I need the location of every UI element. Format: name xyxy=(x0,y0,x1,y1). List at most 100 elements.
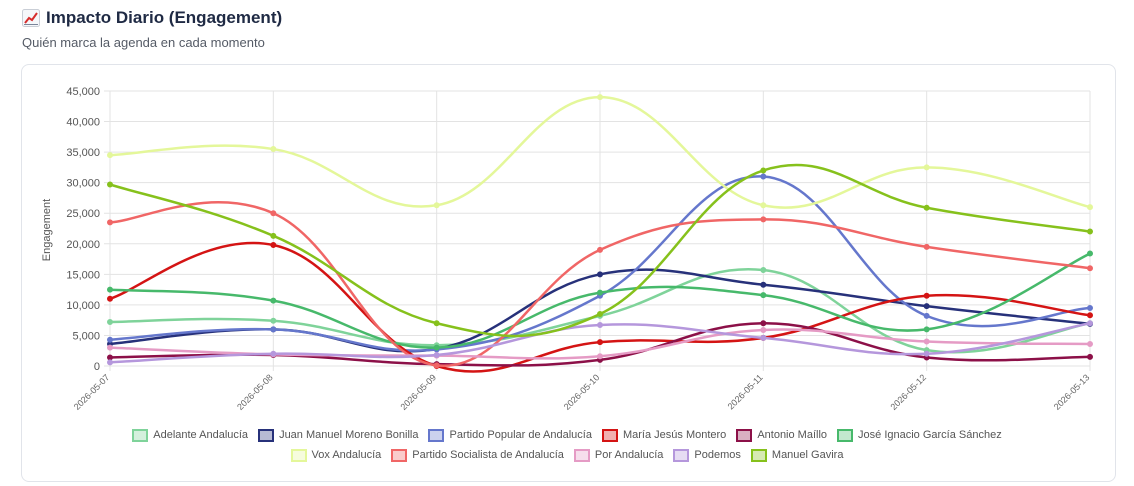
data-point[interactable] xyxy=(270,146,277,153)
legend-label: Juan Manuel Moreno Bonilla xyxy=(279,429,419,441)
data-point[interactable] xyxy=(107,152,113,159)
data-point[interactable] xyxy=(1087,341,1093,347)
chart-card xyxy=(21,64,1116,482)
legend-label: Por Andalucía xyxy=(594,449,664,461)
legend-swatch xyxy=(736,428,753,442)
data-point[interactable] xyxy=(433,352,440,358)
data-point[interactable] xyxy=(760,173,767,180)
legend-label: Partido Socialista de Andalucía xyxy=(412,449,564,461)
data-point[interactable] xyxy=(923,326,930,333)
legend-swatch xyxy=(391,448,408,462)
legend-swatch xyxy=(750,448,767,462)
chart-trend-up-icon xyxy=(22,9,40,27)
data-point[interactable] xyxy=(1087,312,1093,319)
legend-item[interactable]: Partido Popular de Andalucía xyxy=(428,425,592,445)
data-point[interactable] xyxy=(270,210,277,217)
data-point[interactable] xyxy=(760,292,767,299)
legend-item[interactable]: Manuel Gavira xyxy=(750,445,844,465)
data-point[interactable] xyxy=(923,350,930,357)
legend-swatch xyxy=(573,448,590,462)
data-point[interactable] xyxy=(597,246,603,253)
data-point[interactable] xyxy=(760,334,767,341)
y-axis-label: Engagement xyxy=(41,199,53,261)
y-tick-label: 0 xyxy=(94,361,100,373)
data-point[interactable] xyxy=(923,243,930,250)
legend-item[interactable]: Juan Manuel Moreno Bonilla xyxy=(258,425,418,445)
data-point[interactable] xyxy=(597,353,603,360)
legend-label: Manuel Gavira xyxy=(771,449,844,461)
data-point[interactable] xyxy=(433,344,440,351)
data-point[interactable] xyxy=(923,204,930,211)
data-point[interactable] xyxy=(760,167,767,174)
legend-item[interactable]: Antonio Maíllo xyxy=(736,425,827,445)
x-tick-label: 2026-05-11 xyxy=(726,372,765,411)
data-point[interactable] xyxy=(433,202,440,209)
data-point[interactable] xyxy=(107,286,113,293)
data-point[interactable] xyxy=(270,326,277,333)
data-point[interactable] xyxy=(760,202,767,209)
data-point[interactable] xyxy=(923,164,930,171)
data-point[interactable] xyxy=(1087,353,1093,360)
title-row: Impacto Diario (Engagement) xyxy=(22,4,282,32)
data-point[interactable] xyxy=(760,326,767,333)
legend-item[interactable]: Partido Socialista de Andalucía xyxy=(391,445,564,465)
x-tick-label: 2026-05-12 xyxy=(888,372,928,412)
legend-label: Vox Andalucía xyxy=(311,449,382,461)
data-point[interactable] xyxy=(1087,320,1093,327)
y-tick-label: 20,000 xyxy=(66,239,100,251)
series-9 xyxy=(107,320,1093,366)
data-point[interactable] xyxy=(597,271,603,278)
legend-item[interactable]: Vox Andalucía xyxy=(290,445,382,465)
data-point[interactable] xyxy=(923,312,930,319)
data-point[interactable] xyxy=(107,336,113,343)
page-subtitle: Quién marca la agenda en cada momento xyxy=(22,35,265,50)
data-point[interactable] xyxy=(107,359,113,366)
data-point[interactable] xyxy=(107,344,113,351)
data-point[interactable] xyxy=(760,320,767,327)
data-point[interactable] xyxy=(270,317,277,324)
legend-item[interactable]: Adelante Andalucía xyxy=(132,425,248,445)
data-point[interactable] xyxy=(433,362,440,369)
data-point[interactable] xyxy=(597,311,603,318)
data-point[interactable] xyxy=(433,320,440,327)
legend-swatch xyxy=(290,448,307,462)
data-point[interactable] xyxy=(760,216,767,223)
data-point[interactable] xyxy=(760,281,767,288)
y-tick-label: 35,000 xyxy=(66,147,100,159)
y-tick-label: 5,000 xyxy=(72,330,100,342)
y-tick-label: 25,000 xyxy=(66,208,100,220)
data-point[interactable] xyxy=(270,297,277,304)
data-point[interactable] xyxy=(1087,228,1093,235)
legend-item[interactable]: María Jesús Montero xyxy=(601,425,726,445)
data-point[interactable] xyxy=(1087,204,1093,211)
legend-swatch xyxy=(601,428,618,442)
data-point[interactable] xyxy=(923,303,930,310)
data-point[interactable] xyxy=(107,181,113,188)
legend-item[interactable]: Podemos xyxy=(673,445,741,465)
chart-legend: Adelante Andalucía Juan Manuel Moreno Bon… xyxy=(80,425,1054,465)
data-point[interactable] xyxy=(1087,250,1093,257)
data-point[interactable] xyxy=(923,292,930,299)
data-point[interactable] xyxy=(760,267,767,274)
data-point[interactable] xyxy=(107,295,113,302)
data-point[interactable] xyxy=(1087,304,1093,311)
data-point[interactable] xyxy=(107,319,113,325)
data-point[interactable] xyxy=(597,289,603,296)
legend-label: Adelante Andalucía xyxy=(153,429,249,441)
data-point[interactable] xyxy=(270,242,277,248)
legend-item[interactable]: José Ignacio García Sánchez xyxy=(837,425,1002,445)
data-point[interactable] xyxy=(597,322,603,329)
data-point[interactable] xyxy=(270,350,277,357)
data-point[interactable] xyxy=(597,94,603,101)
legend-swatch xyxy=(258,428,275,442)
data-point[interactable] xyxy=(107,354,113,361)
data-point[interactable] xyxy=(1087,265,1093,272)
legend-item[interactable]: Por Andalucía xyxy=(573,445,664,465)
data-point[interactable] xyxy=(923,338,930,345)
header: Impacto Diario (Engagement) Quién marca … xyxy=(22,4,282,50)
data-point[interactable] xyxy=(107,219,113,226)
data-point[interactable] xyxy=(597,339,603,346)
x-tick-label: 2026-05-10 xyxy=(562,372,602,412)
data-point[interactable] xyxy=(270,232,277,239)
